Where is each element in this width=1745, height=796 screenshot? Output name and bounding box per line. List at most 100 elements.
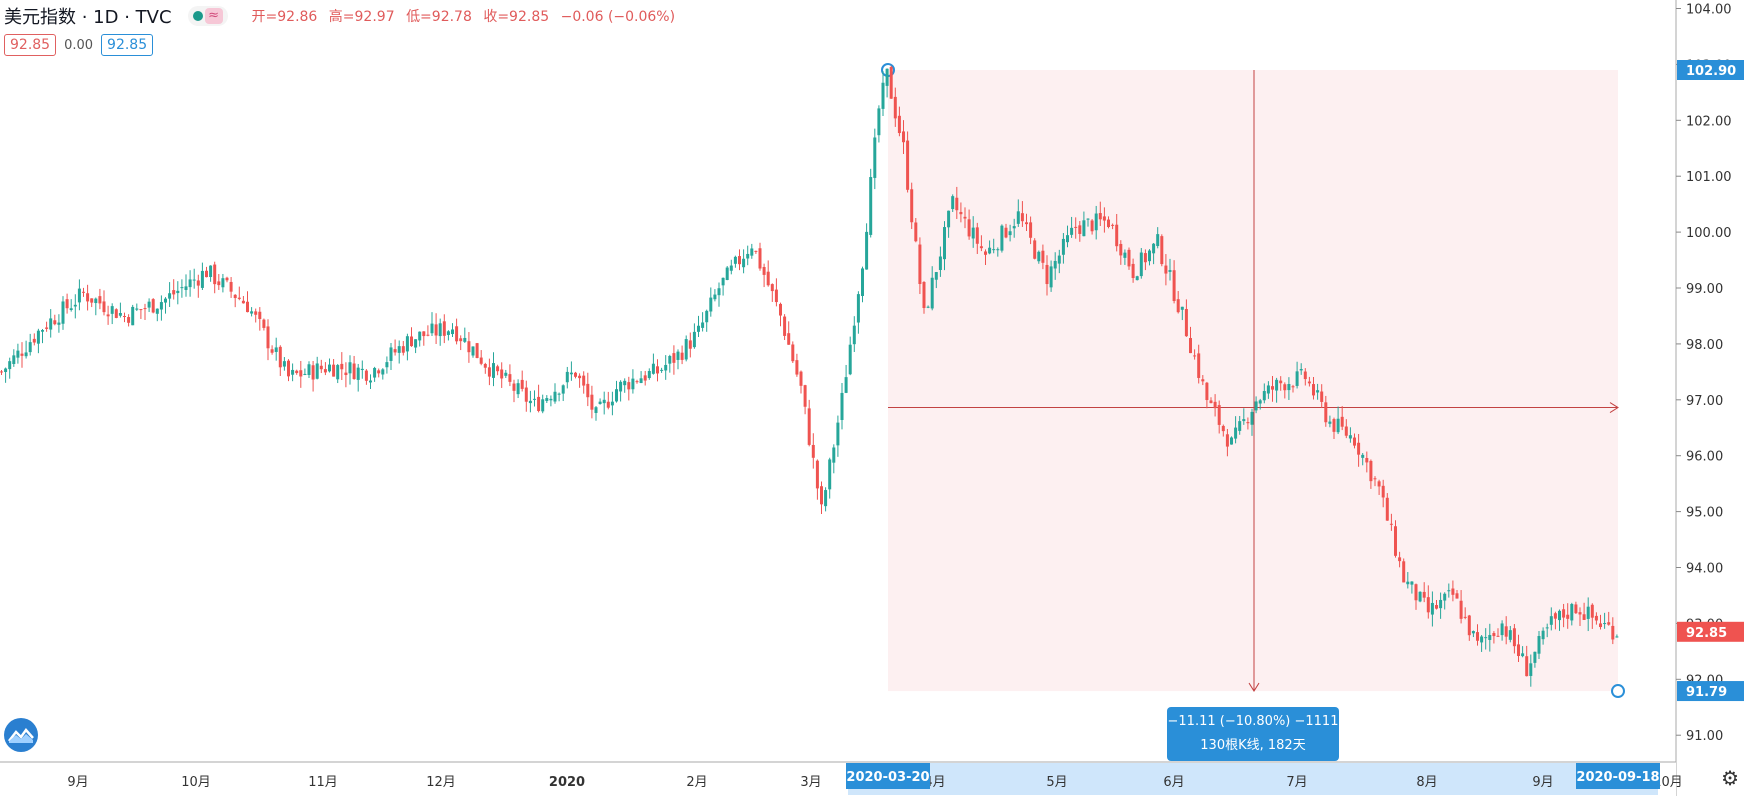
candle-body — [1496, 635, 1500, 637]
candle-body — [922, 281, 926, 309]
candle-body — [451, 329, 454, 335]
candle-body — [32, 338, 36, 343]
y-tick-label: 97.00 — [1686, 394, 1723, 409]
candle-body — [496, 366, 500, 372]
candle-body — [893, 96, 897, 119]
candle-body — [1295, 371, 1299, 386]
candle-body — [635, 381, 639, 383]
candle-body — [619, 381, 623, 392]
dot-icon[interactable] — [192, 11, 203, 21]
candle-body — [1504, 626, 1508, 637]
candle-body — [512, 383, 516, 391]
candle-body — [1574, 604, 1578, 614]
candle-body — [565, 371, 569, 383]
candle-body — [938, 256, 942, 270]
candle-body — [1086, 218, 1090, 220]
y-tick-label: 104.00 — [1686, 3, 1732, 18]
candle-body — [1316, 390, 1320, 393]
candle-body — [889, 67, 893, 99]
candle-body — [258, 311, 262, 320]
ohlc-values: 开=92.86 高=92.97 低=92.78 收=92.85 −0.06 (−… — [252, 6, 683, 26]
candle-body — [762, 267, 766, 275]
candle-body — [967, 219, 971, 237]
candle-body — [1020, 213, 1024, 222]
candle-body — [520, 379, 524, 389]
candle-body — [721, 277, 725, 286]
candle-body — [1570, 604, 1574, 621]
candle-body — [180, 287, 184, 289]
symbol-title[interactable]: 美元指数 · 1D · TVC — [4, 7, 172, 28]
candle-body — [643, 375, 647, 381]
candle-body — [1365, 457, 1369, 463]
gear-icon[interactable]: ⚙ — [1721, 766, 1739, 790]
measure-start-price-label-bg — [1677, 60, 1744, 80]
candle-body — [1299, 369, 1303, 371]
candle-body — [266, 326, 270, 349]
candle-body — [463, 337, 467, 342]
candle-body — [270, 349, 274, 353]
candle-body — [1328, 421, 1332, 424]
candle-body — [1467, 615, 1471, 636]
candle-body — [1139, 252, 1143, 277]
candle-body — [1607, 622, 1611, 625]
high-value: 高=92.97 — [328, 9, 395, 25]
candle-body — [1443, 593, 1447, 601]
measure-start-date-label: 2020-03-20 — [846, 770, 929, 785]
candle-body — [348, 362, 352, 374]
measure-h-arrow — [1609, 402, 1619, 413]
candle-body — [832, 447, 836, 463]
x-tick-label: 2月 — [686, 775, 707, 790]
candle-body — [1348, 435, 1352, 439]
candle-body — [561, 385, 565, 394]
candle-body — [795, 360, 799, 375]
candle-body — [1041, 250, 1045, 263]
candle-body — [500, 369, 504, 379]
y-tick-label: 99.00 — [1686, 282, 1723, 297]
candle-body — [188, 279, 192, 288]
x-tick-label: 8月 — [1416, 775, 1437, 790]
candle-body — [1135, 276, 1139, 281]
bid-box[interactable]: 92.85 — [4, 34, 57, 56]
candle-body — [1435, 605, 1438, 609]
candle-body — [1594, 615, 1598, 621]
wave-icon[interactable]: ≈ — [204, 8, 223, 24]
candle-body — [323, 369, 327, 373]
candle-body — [1418, 591, 1422, 602]
indicator-badges[interactable]: ≈ — [187, 6, 228, 26]
tradingview-logo-icon[interactable] — [4, 718, 38, 752]
candle-body — [701, 322, 705, 328]
candle-body — [69, 308, 73, 310]
candle-body — [192, 279, 196, 281]
measure-start-date-label-bg — [846, 763, 930, 789]
candle-body — [1611, 625, 1615, 640]
candle-body — [1521, 653, 1525, 657]
candle-body — [1508, 630, 1512, 640]
candle-body — [1398, 557, 1402, 562]
candle-body — [975, 227, 979, 244]
ask-box[interactable]: 92.85 — [101, 34, 154, 56]
candle-body — [865, 231, 869, 270]
x-tick-label: 12月 — [426, 775, 456, 790]
candle-body — [1184, 308, 1188, 337]
measure-end-price-label-bg — [1677, 681, 1744, 702]
measure-info-box: −11.11 (−10.80%) −1111 130根K线, 182天 — [1167, 707, 1339, 761]
candle-body — [1168, 270, 1172, 272]
candle-body — [1394, 526, 1397, 556]
candle-body — [610, 401, 614, 406]
candle-body — [660, 369, 664, 371]
candle-body — [467, 341, 471, 353]
candle-body — [1246, 422, 1250, 424]
candle-body — [631, 378, 635, 390]
candle-body — [602, 399, 606, 404]
candle-body — [8, 361, 12, 370]
candle-body — [233, 294, 237, 299]
candle-body — [307, 364, 311, 376]
candle-body — [750, 248, 754, 256]
candle-body — [971, 227, 975, 239]
candle-body — [393, 349, 397, 353]
candle-body — [725, 267, 729, 281]
candle-body — [1615, 636, 1619, 638]
candle-body — [861, 268, 864, 296]
candle-body — [1533, 651, 1537, 663]
